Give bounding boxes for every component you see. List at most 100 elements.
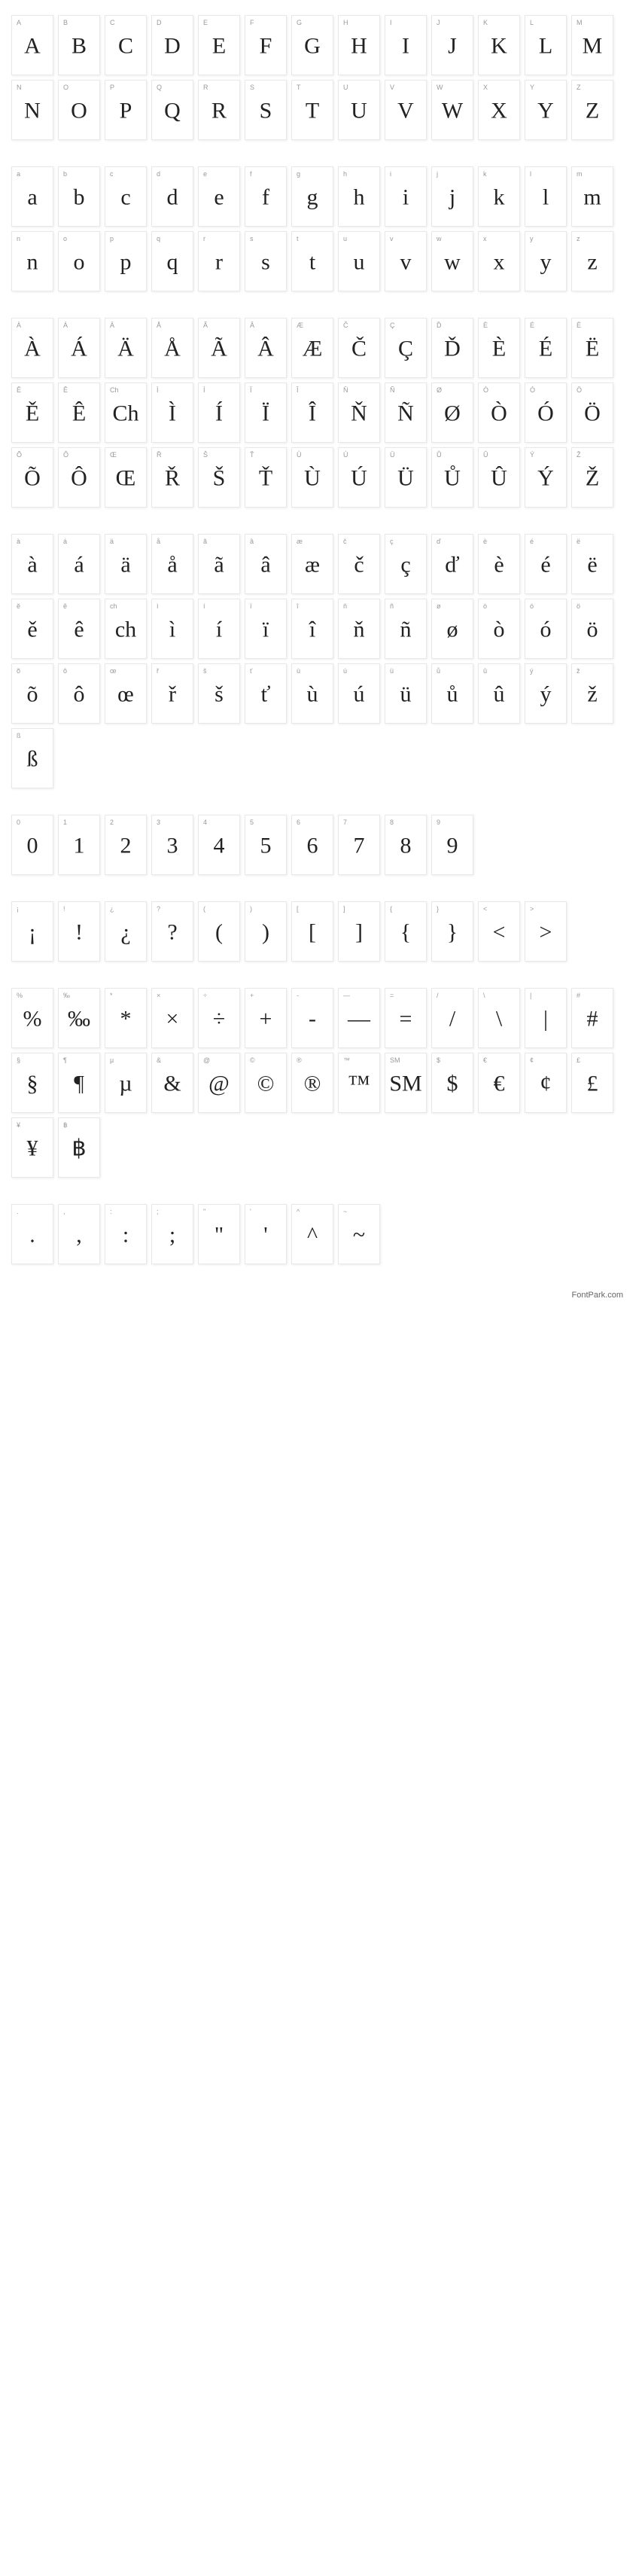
glyph-character: Ó: [537, 403, 554, 425]
glyph-cell: ŇŇ: [338, 383, 380, 443]
glyph-character: (: [215, 922, 223, 944]
glyph-cell: ãã: [198, 534, 240, 594]
glyph-cell: %%: [11, 988, 53, 1048]
glyph-label: L: [530, 19, 561, 26]
glyph-cell: ;;: [151, 1204, 193, 1264]
glyph-cell: ÖÖ: [571, 383, 613, 443]
glyph-character: s: [261, 252, 270, 274]
glyph-cell: PP: [105, 80, 147, 140]
glyph-label: ù: [297, 667, 328, 675]
glyph-cell: ëë: [571, 534, 613, 594]
glyph-character: Ť: [259, 468, 272, 490]
glyph-cell: ££: [571, 1053, 613, 1113]
glyph-label: 9: [437, 819, 468, 826]
glyph-label: Ť: [250, 451, 281, 459]
glyph-character: u: [354, 252, 365, 274]
glyph-cell: ěě: [11, 599, 53, 659]
glyph-character: =: [400, 1008, 412, 1031]
glyph-cell: áá: [58, 534, 100, 594]
glyph-character: 0: [27, 835, 38, 858]
section-misc: ..,,::;;""''^^~~: [11, 1204, 631, 1264]
glyph-cell: ff: [245, 166, 287, 227]
glyph-label: ;: [157, 1208, 188, 1215]
glyph-cell: žž: [571, 663, 613, 724]
glyph-character: ú: [354, 684, 365, 706]
glyph-label: Q: [157, 84, 188, 91]
glyph-label: o: [63, 235, 95, 242]
glyph-label: ]: [343, 905, 375, 913]
glyph-label: Ù: [297, 451, 328, 459]
glyph-cell: pp: [105, 231, 147, 291]
glyph-character: ô: [74, 684, 85, 706]
glyph-cell: GG: [291, 15, 333, 75]
glyph-character: Â: [257, 338, 274, 361]
glyph-character: Ě: [26, 403, 39, 425]
glyph-character: y: [540, 252, 552, 274]
section-symbols: %%‰‰**××÷÷++--——==//\\||##§§¶¶µµ&&@@©©®®…: [11, 988, 631, 1178]
glyph-cell: řř: [151, 663, 193, 724]
glyph-cell: ĚĚ: [11, 383, 53, 443]
glyph-label: 0: [17, 819, 48, 826]
glyph-cell: 55: [245, 815, 287, 875]
glyph-label: S: [250, 84, 281, 91]
glyph-character: ñ: [400, 619, 412, 642]
glyph-character: O: [71, 100, 87, 123]
glyph-character: .: [29, 1224, 35, 1247]
glyph-label: ?: [157, 905, 188, 913]
glyph-label: n: [17, 235, 48, 242]
glyph-cell: ŘŘ: [151, 447, 193, 508]
glyph-character: ': [263, 1224, 267, 1247]
glyph-character: ň: [354, 619, 365, 642]
glyph-character: ë: [587, 554, 597, 577]
glyph-label: O: [63, 84, 95, 91]
glyph-character: ch: [115, 619, 136, 642]
glyph-label: .: [17, 1208, 48, 1215]
glyph-character: Q: [164, 100, 181, 123]
glyph-cell: ¶¶: [58, 1053, 100, 1113]
glyph-character: Á: [71, 338, 87, 361]
glyph-label: m: [577, 170, 608, 178]
glyph-cell: OO: [58, 80, 100, 140]
glyph-character: ů: [447, 684, 458, 706]
glyph-cell: ÈÈ: [478, 318, 520, 378]
glyph-label: ň: [343, 602, 375, 610]
glyph-cell: qq: [151, 231, 193, 291]
glyph-label: ¶: [63, 1056, 95, 1064]
glyph-label: ×: [157, 992, 188, 999]
glyph-character: Ç: [398, 338, 413, 361]
glyph-cell: [[: [291, 901, 333, 962]
glyph-label: }: [437, 905, 468, 913]
glyph-cell: ‰‰: [58, 988, 100, 1048]
glyph-label: a: [17, 170, 48, 178]
glyph-character: ‰: [68, 1008, 90, 1031]
glyph-label: ø: [437, 602, 468, 610]
glyph-label: W: [437, 84, 468, 91]
glyph-cell: ÅÅ: [151, 318, 193, 378]
glyph-character: ö: [587, 619, 598, 642]
glyph-label: ê: [63, 602, 95, 610]
glyph-character: ¥: [27, 1138, 38, 1160]
glyph-label: î: [297, 602, 328, 610]
glyph-cell: üü: [385, 663, 427, 724]
glyph-cell: ××: [151, 988, 193, 1048]
glyph-cell: DD: [151, 15, 193, 75]
glyph-character: í: [216, 619, 222, 642]
glyph-cell: "": [198, 1204, 240, 1264]
glyph-label: 7: [343, 819, 375, 826]
glyph-cell: ßß: [11, 728, 53, 788]
glyph-label: R: [203, 84, 235, 91]
glyph-label: U: [343, 84, 375, 91]
glyph-character: /: [449, 1008, 455, 1031]
glyph-cell: ÎÎ: [291, 383, 333, 443]
glyph-character: 5: [260, 835, 272, 858]
glyph-label: Ü: [390, 451, 421, 459]
glyph-character: Ď: [444, 338, 461, 361]
glyph-character: L: [539, 35, 552, 58]
glyph-character: Ø: [444, 403, 461, 425]
glyph-character: [: [309, 922, 316, 944]
glyph-cell: ÁÁ: [58, 318, 100, 378]
glyph-character: Î: [309, 403, 316, 425]
glyph-label: Ø: [437, 386, 468, 394]
glyph-character: M: [583, 35, 603, 58]
glyph-cell: }}: [431, 901, 473, 962]
